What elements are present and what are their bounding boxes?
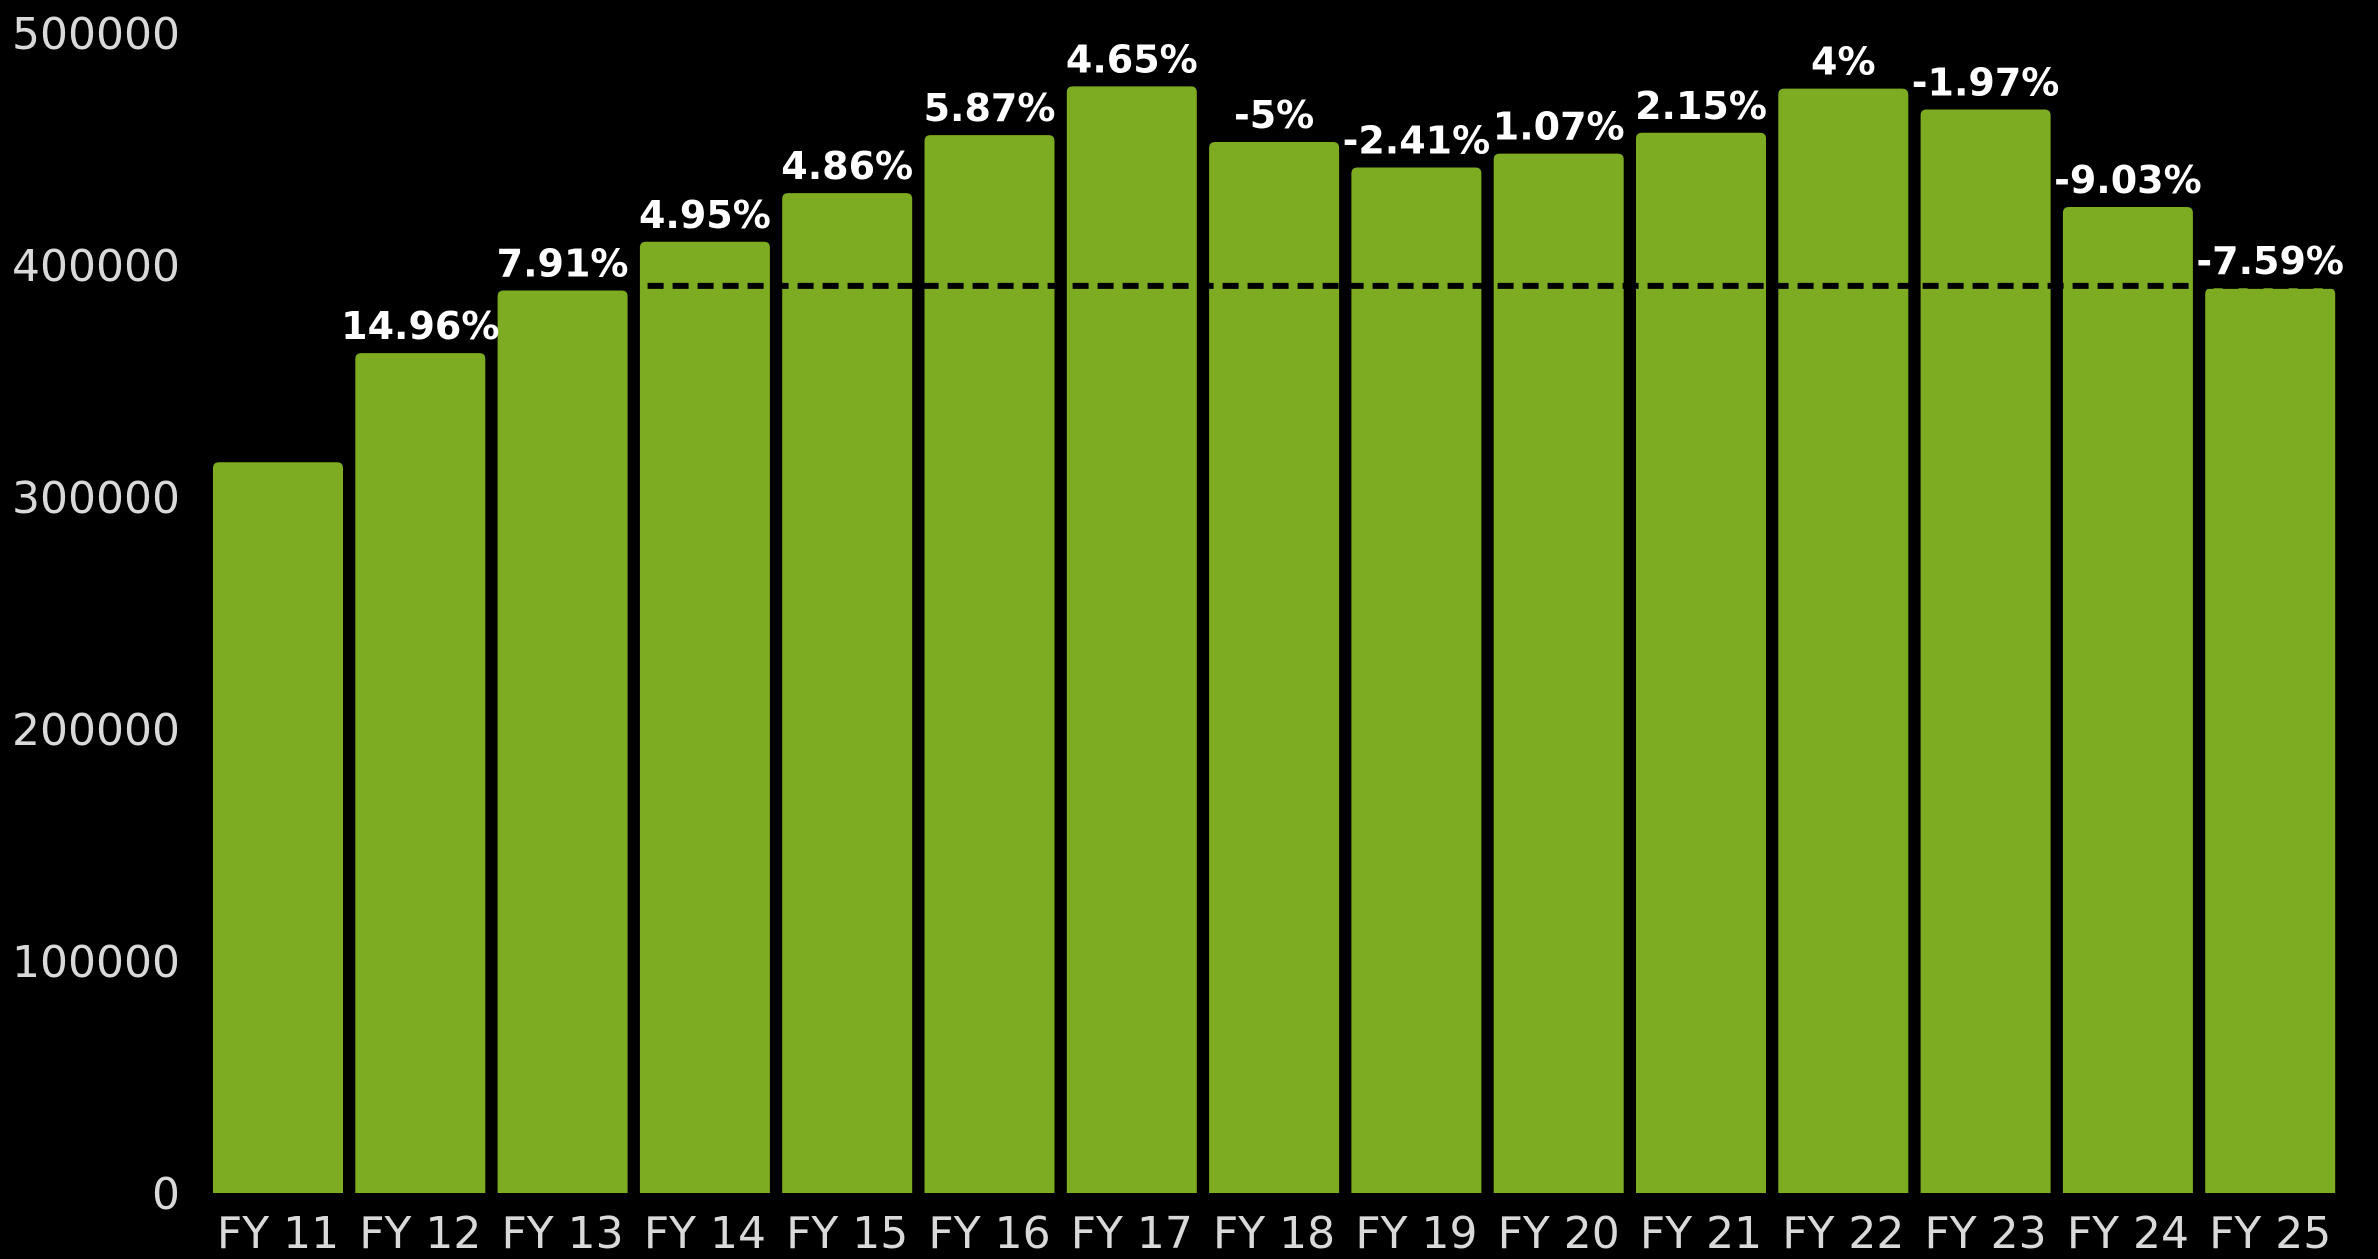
x-tick-label: FY 19 bbox=[1355, 1208, 1477, 1254]
bars bbox=[213, 86, 2336, 1194]
bar bbox=[1351, 167, 1482, 1193]
bar bbox=[1493, 153, 1624, 1193]
bar bbox=[1209, 142, 1340, 1193]
x-tick-label: FY 13 bbox=[502, 1208, 624, 1254]
bar bbox=[497, 290, 628, 1193]
bar bbox=[639, 241, 770, 1194]
x-tick-label: FY 14 bbox=[644, 1208, 766, 1254]
x-tick-label: FY 12 bbox=[359, 1208, 481, 1254]
bar bbox=[924, 135, 1055, 1194]
bar bbox=[2205, 288, 2336, 1193]
y-tick-label: 100000 bbox=[12, 937, 180, 988]
bar bbox=[213, 462, 343, 1193]
x-tick-label: FY 20 bbox=[1498, 1208, 1620, 1254]
x-tick-label: FY 24 bbox=[2067, 1208, 2189, 1254]
x-tick-label: FY 25 bbox=[2209, 1208, 2331, 1254]
data-label: 4.65% bbox=[1066, 37, 1198, 81]
bar bbox=[1920, 109, 2051, 1193]
data-label: -7.59% bbox=[2196, 239, 2344, 283]
y-tick-label: 0 bbox=[152, 1169, 180, 1220]
bar bbox=[1636, 132, 1766, 1193]
y-axis: 0 100000 200000 300000 400000 500000 bbox=[12, 9, 180, 1220]
bar bbox=[1778, 88, 1909, 1193]
data-label: 14.96% bbox=[341, 304, 499, 348]
data-label: -9.03% bbox=[2054, 158, 2202, 202]
data-label: 4.95% bbox=[639, 193, 771, 237]
bar bbox=[355, 353, 486, 1193]
x-axis: FY 11 FY 12 FY 13 FY 14 FY 15 FY 16 FY 17 FY 18… bbox=[217, 1208, 2331, 1259]
data-label: 1.07% bbox=[1493, 105, 1625, 149]
y-tick-label: 400000 bbox=[12, 241, 180, 292]
data-label: 4% bbox=[1811, 40, 1876, 84]
data-label: 2.15% bbox=[1635, 84, 1767, 128]
bar bbox=[1066, 86, 1197, 1194]
x-tick-label: FY 23 bbox=[1925, 1208, 2047, 1254]
data-label: -2.41% bbox=[1343, 119, 1491, 163]
bar bbox=[2062, 207, 2193, 1193]
data-label: 5.87% bbox=[924, 86, 1056, 130]
bar bbox=[782, 193, 913, 1193]
data-label: -1.97% bbox=[1912, 61, 2060, 105]
x-tick-label: FY 15 bbox=[786, 1208, 908, 1254]
x-tick-label: FY 17 bbox=[1071, 1208, 1193, 1254]
x-tick-label: FY 18 bbox=[1213, 1208, 1335, 1254]
y-tick-label: 500000 bbox=[12, 9, 180, 60]
y-tick-label: 300000 bbox=[12, 473, 180, 524]
data-label: -5% bbox=[1234, 93, 1314, 137]
y-tick-label: 200000 bbox=[12, 705, 180, 756]
x-tick-label: FY 22 bbox=[1782, 1208, 1904, 1254]
data-labels: 14.96% 7.91%4.95%4.86%5.87%4.65% -5% -2.41%… bbox=[341, 37, 2344, 348]
data-label: 4.86% bbox=[781, 144, 913, 188]
x-tick-label: FY 21 bbox=[1640, 1208, 1762, 1254]
x-tick-label: FY 11 bbox=[217, 1208, 339, 1254]
x-tick-label: FY 16 bbox=[928, 1208, 1050, 1254]
data-label: 7.91% bbox=[497, 242, 629, 286]
